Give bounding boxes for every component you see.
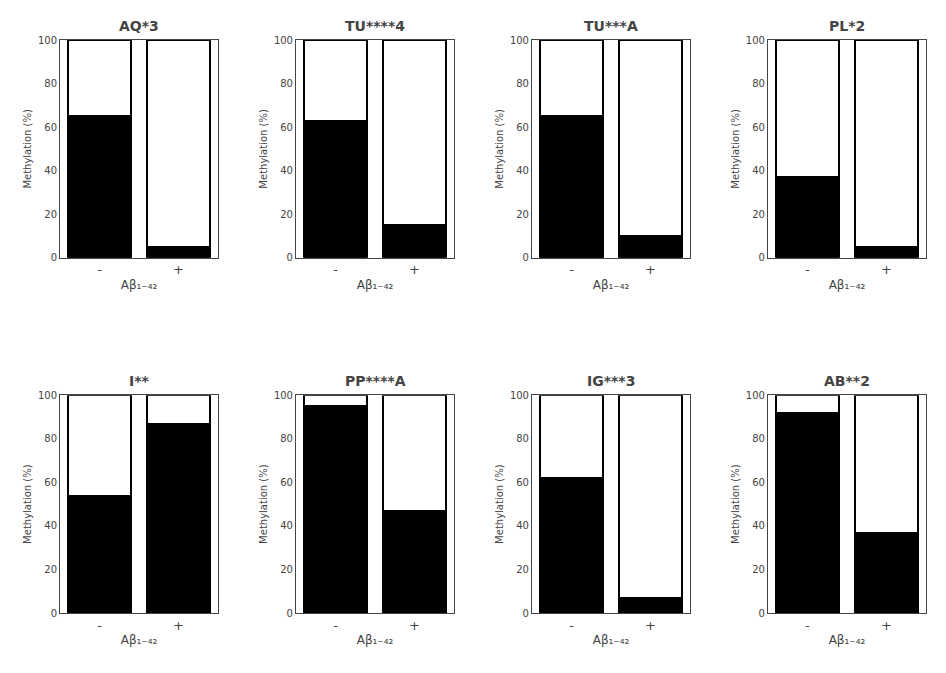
svg-text:TU***A: TU***A [584, 18, 638, 34]
svg-text:100: 100 [274, 390, 293, 401]
svg-text:0: 0 [51, 608, 57, 619]
svg-text:Aβ₁₋₄₂: Aβ₁₋₄₂ [357, 278, 394, 292]
svg-text:Methylation (%): Methylation (%) [494, 109, 505, 189]
svg-text:80: 80 [44, 433, 57, 444]
svg-text:Aβ₁₋₄₂: Aβ₁₋₄₂ [593, 278, 630, 292]
svg-text:AQ*3: AQ*3 [119, 18, 159, 34]
svg-text:100: 100 [510, 390, 529, 401]
svg-text:+: + [173, 262, 184, 277]
svg-text:Methylation (%): Methylation (%) [258, 464, 269, 544]
svg-text:+: + [881, 618, 892, 633]
svg-text:40: 40 [44, 165, 57, 176]
svg-text:40: 40 [280, 520, 293, 531]
svg-text:80: 80 [752, 78, 765, 89]
svg-text:40: 40 [516, 520, 529, 531]
svg-text:-: - [97, 262, 102, 277]
svg-text:+: + [173, 618, 184, 633]
svg-text:Methylation (%): Methylation (%) [258, 109, 269, 189]
svg-text:80: 80 [280, 433, 293, 444]
svg-text:60: 60 [280, 477, 293, 488]
svg-text:-: - [333, 618, 338, 633]
svg-text:20: 20 [752, 564, 765, 575]
svg-text:Aβ₁₋₄₂: Aβ₁₋₄₂ [357, 633, 394, 647]
svg-text:20: 20 [280, 564, 293, 575]
svg-text:80: 80 [752, 433, 765, 444]
svg-text:0: 0 [759, 608, 765, 619]
svg-text:PL*2: PL*2 [829, 18, 865, 34]
svg-text:AB**2: AB**2 [824, 373, 870, 389]
svg-text:-: - [805, 618, 810, 633]
svg-text:Aβ₁₋₄₂: Aβ₁₋₄₂ [593, 633, 630, 647]
svg-text:I**: I** [129, 373, 150, 389]
svg-text:Methylation (%): Methylation (%) [22, 109, 33, 189]
svg-text:Methylation (%): Methylation (%) [730, 464, 741, 544]
svg-text:20: 20 [280, 209, 293, 220]
svg-text:Aβ₁₋₄₂: Aβ₁₋₄₂ [121, 278, 158, 292]
svg-text:80: 80 [280, 78, 293, 89]
svg-text:60: 60 [44, 477, 57, 488]
svg-text:-: - [97, 618, 102, 633]
svg-text:PP****A: PP****A [345, 373, 406, 389]
svg-text:+: + [645, 262, 656, 277]
svg-text:40: 40 [280, 165, 293, 176]
svg-text:40: 40 [44, 520, 57, 531]
svg-text:-: - [333, 262, 338, 277]
svg-text:0: 0 [287, 252, 293, 263]
svg-text:Aβ₁₋₄₂: Aβ₁₋₄₂ [829, 633, 866, 647]
svg-text:IG***3: IG***3 [587, 373, 635, 389]
svg-text:100: 100 [274, 35, 293, 46]
svg-text:0: 0 [523, 608, 529, 619]
svg-text:40: 40 [752, 165, 765, 176]
svg-text:0: 0 [287, 608, 293, 619]
svg-text:40: 40 [752, 520, 765, 531]
svg-text:+: + [409, 262, 420, 277]
svg-text:0: 0 [759, 252, 765, 263]
svg-text:20: 20 [516, 209, 529, 220]
svg-text:80: 80 [516, 433, 529, 444]
svg-text:0: 0 [51, 252, 57, 263]
svg-text:100: 100 [746, 390, 765, 401]
svg-text:60: 60 [280, 122, 293, 133]
svg-text:80: 80 [516, 78, 529, 89]
svg-text:100: 100 [38, 390, 57, 401]
svg-text:20: 20 [516, 564, 529, 575]
svg-text:60: 60 [516, 477, 529, 488]
svg-text:+: + [409, 618, 420, 633]
svg-text:-: - [569, 618, 574, 633]
svg-text:60: 60 [752, 122, 765, 133]
svg-text:+: + [645, 618, 656, 633]
svg-text:100: 100 [510, 35, 529, 46]
svg-text:100: 100 [38, 35, 57, 46]
svg-text:-: - [569, 262, 574, 277]
svg-text:80: 80 [44, 78, 57, 89]
svg-text:20: 20 [44, 209, 57, 220]
svg-text:20: 20 [44, 564, 57, 575]
svg-text:+: + [881, 262, 892, 277]
svg-text:60: 60 [44, 122, 57, 133]
svg-text:TU****4: TU****4 [345, 18, 405, 34]
svg-text:Methylation (%): Methylation (%) [730, 109, 741, 189]
svg-text:40: 40 [516, 165, 529, 176]
svg-text:-: - [805, 262, 810, 277]
svg-text:60: 60 [516, 122, 529, 133]
svg-text:20: 20 [752, 209, 765, 220]
svg-text:Aβ₁₋₄₂: Aβ₁₋₄₂ [829, 278, 866, 292]
svg-text:Methylation (%): Methylation (%) [494, 464, 505, 544]
svg-text:0: 0 [523, 252, 529, 263]
svg-text:100: 100 [746, 35, 765, 46]
svg-text:Aβ₁₋₄₂: Aβ₁₋₄₂ [121, 633, 158, 647]
svg-text:60: 60 [752, 477, 765, 488]
svg-text:Methylation (%): Methylation (%) [22, 464, 33, 544]
